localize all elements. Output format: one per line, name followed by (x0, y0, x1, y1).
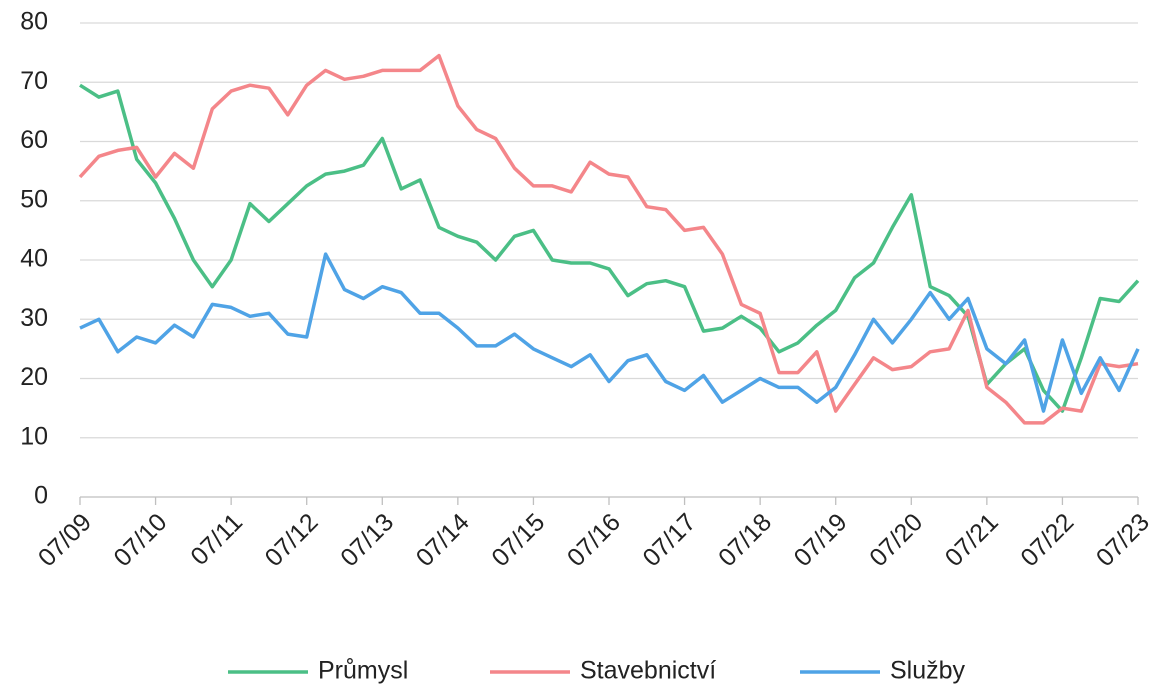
y-tick-label: 80 (20, 8, 48, 36)
legend-label: Služby (890, 657, 966, 685)
y-tick-label: 10 (20, 422, 48, 450)
x-tick-label: 07/23 (1091, 508, 1153, 572)
x-tick-label: 07/16 (562, 508, 626, 572)
legend-label: Stavebnictví (580, 657, 716, 685)
y-tick-label: 0 (34, 482, 48, 510)
y-tick-label: 70 (20, 67, 48, 95)
x-tick-label: 07/19 (789, 508, 853, 572)
x-tick-label: 07/12 (260, 508, 324, 572)
y-tick-label: 40 (20, 245, 48, 273)
x-tick-label: 07/18 (713, 508, 777, 572)
legend-label: Průmysl (318, 657, 408, 685)
line (79, 83, 1140, 413)
y-tick-label: 20 (20, 363, 48, 391)
x-tick-label: 07/22 (1015, 508, 1079, 572)
x-tick-label: 07/09 (33, 508, 97, 572)
y-tick-label: 50 (20, 185, 48, 213)
y-tick-label: 60 (20, 126, 48, 154)
line (79, 252, 1140, 413)
y-tick-label: 30 (20, 304, 48, 332)
x-tick-label: 07/14 (411, 508, 475, 572)
x-tick-label: 07/10 (108, 508, 172, 572)
x-tick-label: 07/20 (864, 508, 928, 572)
line (78, 53, 1139, 425)
x-tick-label: 07/17 (637, 508, 701, 572)
x-tick-label: 07/11 (185, 508, 248, 571)
x-tick-label: 07/15 (486, 508, 550, 572)
x-tick-label: 07/21 (940, 508, 1004, 572)
x-tick-label: 07/13 (335, 508, 399, 572)
